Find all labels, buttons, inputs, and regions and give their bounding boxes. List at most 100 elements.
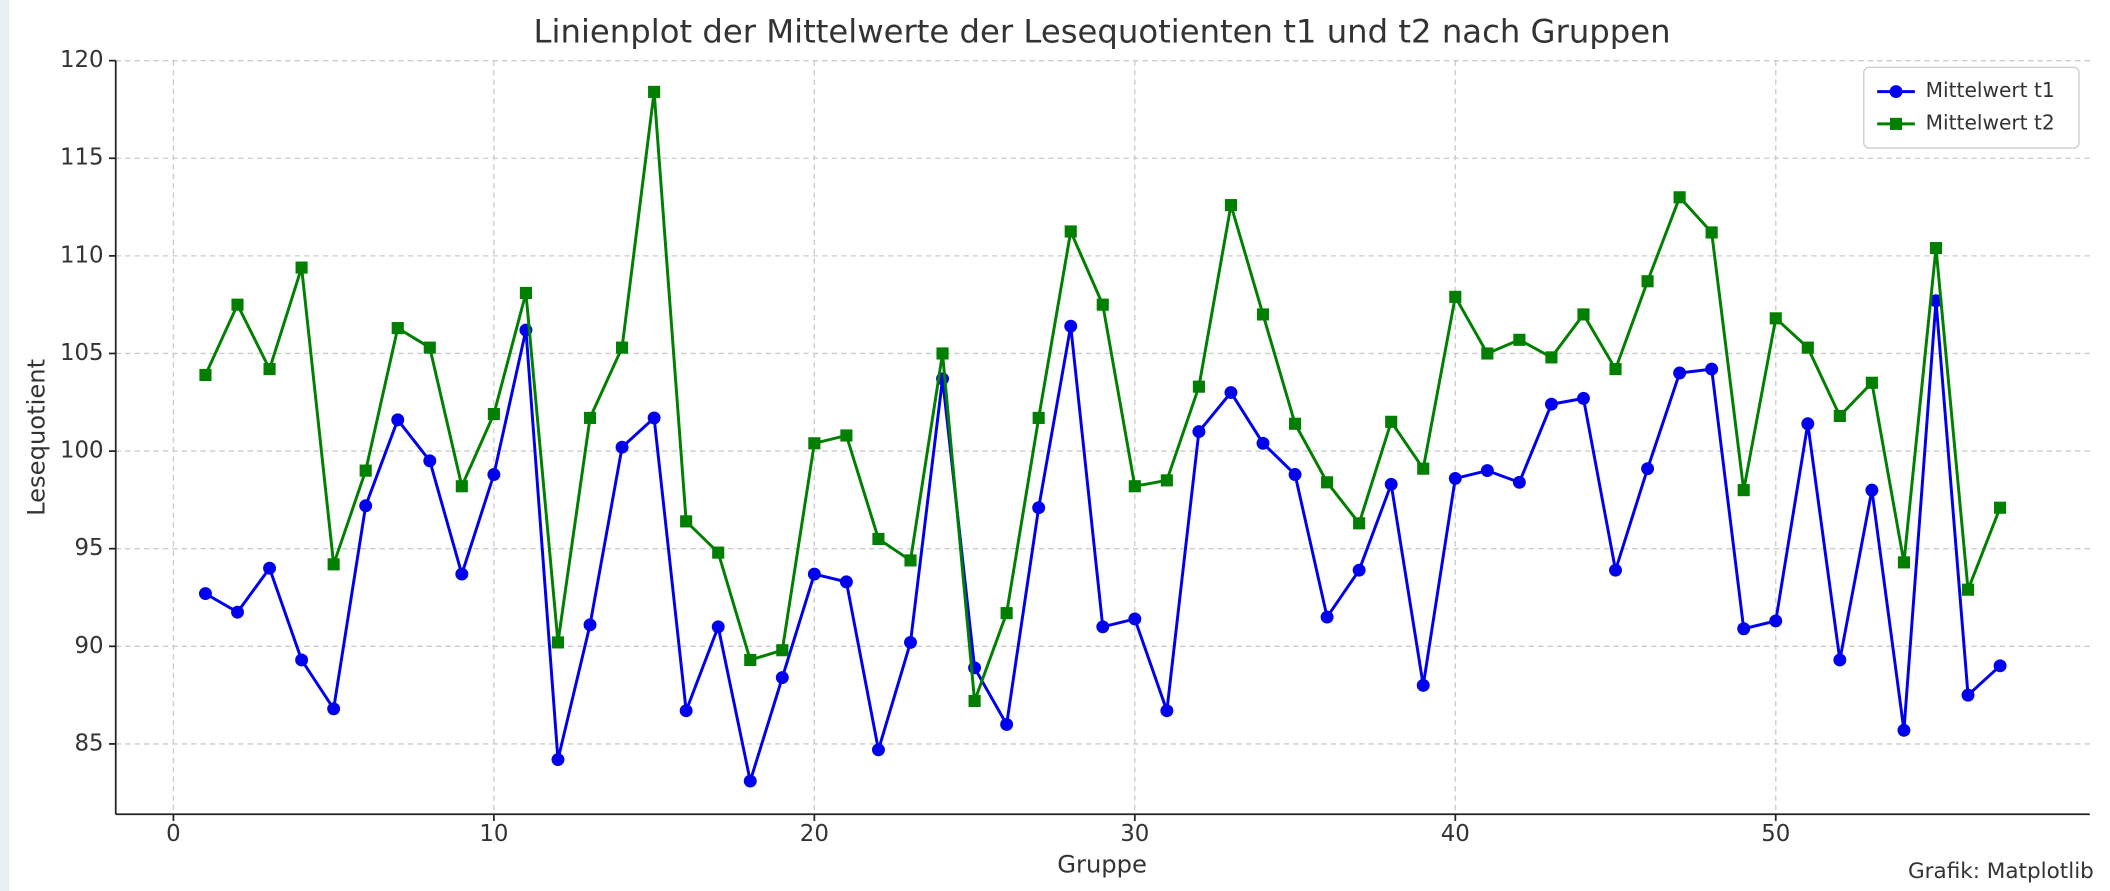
marker — [808, 437, 821, 450]
marker — [1929, 242, 1943, 255]
marker — [1256, 308, 1270, 321]
marker — [1032, 411, 1045, 424]
x-axis-label: Gruppe — [1057, 850, 1147, 878]
side-strip — [0, 0, 10, 891]
marker — [1641, 275, 1654, 288]
marker — [519, 286, 532, 300]
marker — [1833, 653, 1847, 667]
chart-title: Linienplot der Mittelwerte der Lesequoti… — [534, 13, 1671, 51]
marker — [1192, 380, 1205, 393]
marker — [1865, 376, 1878, 389]
marker — [1737, 484, 1750, 497]
marker — [968, 694, 981, 708]
marker — [583, 618, 597, 632]
marker — [647, 411, 661, 425]
marker — [1480, 464, 1494, 478]
marker — [615, 440, 629, 454]
y-tick-label: 115 — [60, 145, 104, 171]
marker — [1416, 678, 1430, 692]
marker — [840, 429, 853, 442]
marker — [679, 704, 693, 718]
marker — [1544, 397, 1558, 411]
series-line — [204, 91, 2002, 702]
marker — [1321, 476, 1334, 489]
marker — [263, 561, 277, 575]
marker — [616, 341, 629, 354]
marker — [1000, 717, 1014, 731]
y-tick-label: 90 — [75, 633, 104, 659]
x-tick-label: 50 — [1761, 821, 1790, 847]
marker — [1673, 191, 1686, 204]
marker — [1577, 391, 1590, 405]
series-line — [204, 300, 2002, 782]
marker — [391, 322, 404, 335]
marker — [1769, 312, 1782, 325]
marker — [807, 567, 821, 581]
marker — [1961, 688, 1975, 702]
marker — [1064, 319, 1078, 333]
marker — [1448, 471, 1462, 485]
marker — [1353, 517, 1366, 530]
legend-label: Mittelwert t1 — [1926, 78, 2055, 102]
plot-area — [198, 85, 2007, 788]
marker — [1737, 622, 1751, 636]
marker — [936, 347, 949, 360]
marker — [327, 702, 341, 716]
marker — [1513, 333, 1526, 346]
legend-label: Mittelwert t2 — [1926, 110, 2055, 134]
marker — [391, 413, 405, 427]
marker — [904, 554, 917, 567]
marker — [775, 671, 789, 685]
marker — [487, 407, 500, 421]
x-tick-label: 10 — [479, 821, 508, 847]
marker — [1288, 468, 1302, 481]
marker — [1641, 462, 1655, 476]
marker — [199, 368, 212, 382]
legend-marker — [1889, 117, 1903, 130]
marker — [1897, 723, 1911, 737]
marker — [1032, 501, 1046, 515]
legend: Mittelwert t1 Mittelwert t2 — [1863, 66, 2080, 149]
marker — [1609, 563, 1622, 577]
legend-box — [1863, 66, 2080, 149]
y-axis-label: Lesequotient — [23, 359, 51, 516]
marker — [1705, 226, 1718, 239]
marker — [1224, 386, 1238, 399]
annotation: Grafik: Matplotlib — [1908, 859, 2094, 884]
legend-marker — [1889, 85, 1903, 99]
marker — [743, 774, 757, 788]
marker — [359, 464, 372, 477]
marker — [551, 636, 565, 649]
marker — [198, 587, 212, 601]
marker — [776, 644, 789, 657]
marker — [295, 261, 308, 274]
marker — [1673, 366, 1687, 380]
marker — [1000, 607, 1013, 620]
marker — [1545, 351, 1558, 364]
marker — [1160, 704, 1174, 718]
marker — [359, 499, 373, 513]
marker — [1577, 308, 1590, 321]
marker — [327, 558, 340, 571]
marker — [680, 515, 693, 528]
marker — [423, 341, 436, 354]
marker — [839, 575, 853, 589]
marker — [1801, 341, 1814, 354]
marker — [1865, 483, 1879, 497]
marker — [744, 653, 757, 667]
marker — [1096, 298, 1109, 311]
marker — [263, 363, 276, 376]
marker — [231, 605, 244, 619]
y-tick-label: 120 — [60, 47, 104, 73]
marker — [455, 567, 469, 581]
marker — [1128, 480, 1141, 493]
marker — [1384, 477, 1398, 491]
marker — [1833, 409, 1846, 423]
marker — [231, 298, 244, 311]
marker — [1224, 199, 1238, 212]
marker — [1064, 225, 1077, 238]
marker — [423, 454, 437, 468]
x-tick-label: 20 — [800, 821, 829, 847]
y-tick-label: 105 — [60, 340, 104, 366]
marker — [1160, 474, 1173, 487]
